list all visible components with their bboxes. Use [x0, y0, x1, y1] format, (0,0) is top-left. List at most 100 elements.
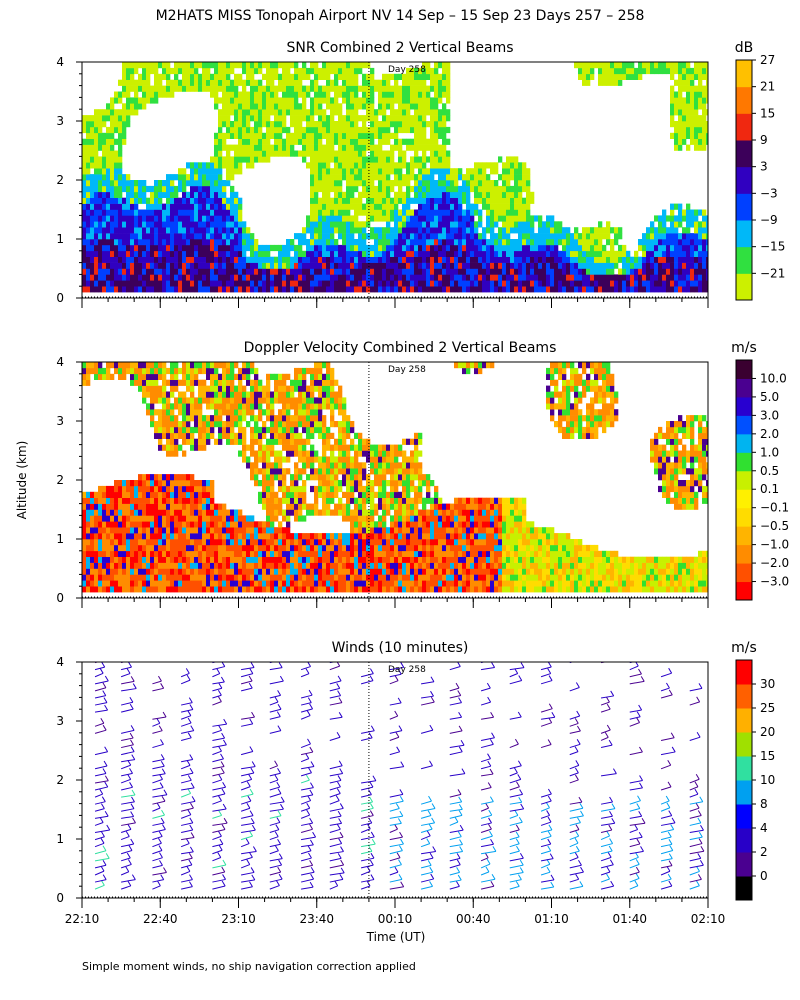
heatmap-cell	[138, 103, 143, 110]
heatmap-cell	[130, 562, 135, 569]
heatmap-cell	[590, 274, 595, 281]
heatmap-cell	[122, 521, 127, 528]
heatmap-cell	[326, 91, 331, 98]
heatmap-cell	[186, 550, 191, 557]
heatmap-cell	[366, 280, 371, 287]
heatmap-cell	[242, 156, 247, 163]
heatmap-cell	[110, 185, 115, 193]
heatmap-cell	[390, 115, 395, 122]
heatmap-cell	[170, 409, 175, 416]
heatmap-cell	[206, 580, 211, 587]
heatmap-cell	[270, 103, 275, 110]
heatmap-cell	[158, 503, 163, 510]
heatmap-cell	[366, 103, 371, 110]
heatmap-cell	[438, 132, 443, 139]
heatmap-cell	[166, 403, 171, 410]
heatmap-cell	[222, 73, 227, 80]
heatmap-cell	[150, 415, 155, 422]
heatmap-cell	[494, 162, 499, 169]
heatmap-cell	[134, 268, 139, 275]
heatmap-cell	[214, 174, 219, 181]
heatmap-cell	[90, 586, 95, 593]
heatmap-cell	[210, 256, 215, 263]
heatmap-cell	[302, 227, 307, 234]
heatmap-cell	[86, 268, 91, 275]
heatmap-cell	[90, 144, 95, 151]
heatmap-cell	[274, 62, 279, 69]
heatmap-cell	[350, 85, 355, 92]
heatmap-cell	[194, 67, 199, 75]
heatmap-cell	[150, 474, 155, 481]
heatmap-cell	[242, 262, 247, 269]
heatmap-cell	[682, 109, 687, 116]
heatmap-cell	[446, 162, 451, 169]
heatmap-cell	[182, 227, 187, 234]
heatmap-cell	[590, 239, 595, 246]
heatmap-cell	[686, 256, 691, 263]
heatmap-cell	[98, 491, 103, 498]
heatmap-cell	[382, 156, 387, 163]
heatmap-cell	[670, 67, 675, 75]
heatmap-cell	[126, 586, 131, 593]
heatmap-cell	[698, 67, 703, 75]
heatmap-cell	[174, 62, 179, 69]
heatmap-cell	[322, 109, 327, 116]
heatmap-cell	[446, 215, 451, 222]
heatmap-cell	[526, 174, 531, 181]
heatmap-cell	[126, 362, 131, 369]
heatmap-cell	[178, 544, 183, 552]
heatmap-cell	[138, 79, 143, 86]
heatmap-cell	[318, 209, 323, 216]
heatmap-cell	[270, 150, 275, 157]
heatmap-cell	[118, 503, 123, 510]
heatmap-cell	[670, 62, 675, 69]
heatmap-cell	[306, 274, 311, 281]
heatmap-cell	[686, 239, 691, 246]
heatmap-cell	[250, 67, 255, 75]
heatmap-cell	[114, 256, 119, 263]
heatmap-cell	[210, 491, 215, 498]
heatmap-cell	[106, 367, 111, 375]
heatmap-cell	[394, 191, 399, 198]
heatmap-cell	[182, 244, 187, 252]
heatmap-cell	[578, 268, 583, 275]
heatmap-cell	[126, 550, 131, 557]
heatmap-cell	[206, 509, 211, 516]
heatmap-cell	[426, 103, 431, 110]
heatmap-cell	[538, 215, 543, 222]
heatmap-cell	[550, 268, 555, 275]
heatmap-cell	[246, 73, 251, 80]
heatmap-cell	[150, 550, 155, 557]
heatmap-cell	[682, 280, 687, 287]
heatmap-cell	[378, 262, 383, 269]
heatmap-cell	[238, 227, 243, 234]
heatmap-cell	[166, 485, 171, 493]
heatmap-cell	[282, 67, 287, 75]
heatmap-cell	[578, 67, 583, 75]
heatmap-cell	[362, 126, 367, 134]
heatmap-cell	[670, 97, 675, 104]
heatmap-cell	[454, 262, 459, 269]
heatmap-cell	[230, 109, 235, 116]
heatmap-cell	[662, 286, 667, 293]
heatmap-cell	[370, 79, 375, 86]
heatmap-cell	[258, 121, 263, 128]
heatmap-cell	[370, 233, 375, 240]
heatmap-cell	[266, 280, 271, 287]
heatmap-cell	[362, 103, 367, 110]
heatmap-cell	[174, 203, 179, 210]
heatmap-cell	[698, 97, 703, 104]
heatmap-cell	[214, 209, 219, 216]
heatmap-cell	[270, 280, 275, 287]
heatmap-cell	[366, 233, 371, 240]
heatmap-cell	[478, 191, 483, 198]
heatmap-cell	[154, 556, 159, 563]
heatmap-cell	[266, 250, 271, 257]
heatmap-cell	[426, 156, 431, 163]
heatmap-cell	[246, 97, 251, 104]
heatmap-cell	[454, 244, 459, 252]
heatmap-cell	[466, 239, 471, 246]
heatmap-cell	[134, 197, 139, 204]
heatmap-cell	[358, 162, 363, 169]
